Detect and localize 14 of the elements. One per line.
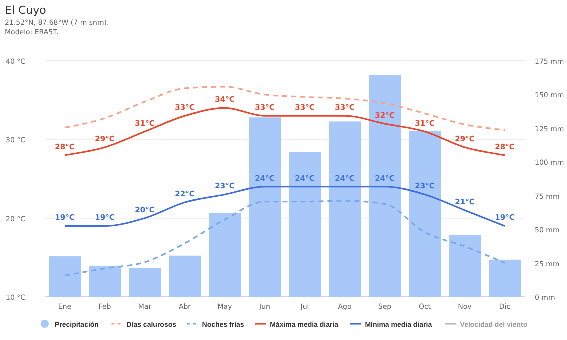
bar xyxy=(289,152,321,297)
bar xyxy=(409,131,441,297)
bar xyxy=(489,260,521,297)
bar xyxy=(169,256,201,297)
bar xyxy=(129,268,161,297)
bar xyxy=(209,213,241,297)
bar xyxy=(89,266,121,297)
bar xyxy=(329,122,361,297)
bar xyxy=(449,234,481,297)
chart-title: El Cuyo xyxy=(5,4,47,17)
bar xyxy=(249,118,281,297)
bar xyxy=(49,256,81,297)
bar xyxy=(369,75,401,297)
line-series xyxy=(64,86,506,132)
